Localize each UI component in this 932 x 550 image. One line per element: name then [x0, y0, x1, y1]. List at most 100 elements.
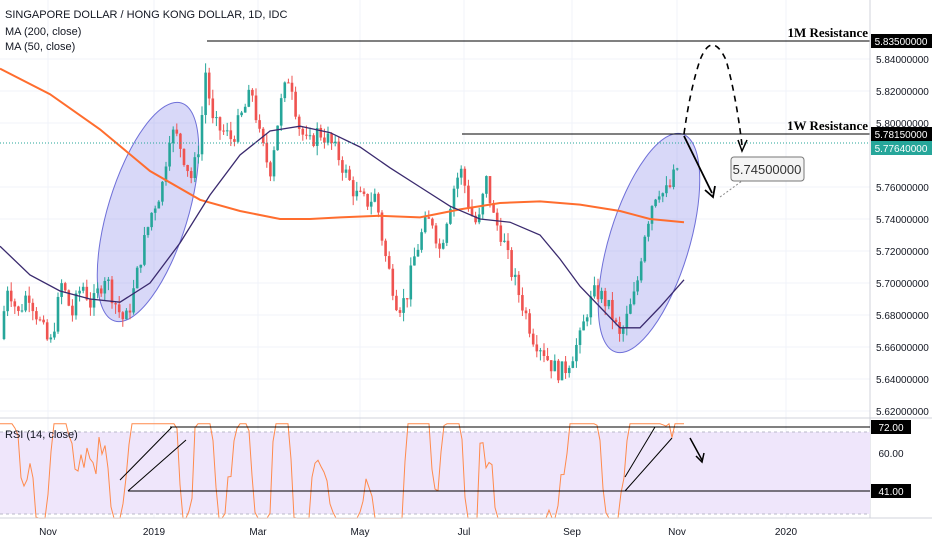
- candle-body: [449, 208, 452, 224]
- candle-body: [229, 130, 233, 140]
- candle-body: [103, 280, 107, 294]
- candle-body: [344, 169, 348, 173]
- candle-body: [236, 115, 240, 142]
- candle-body: [60, 283, 63, 297]
- candle-body: [20, 310, 24, 312]
- chart-title: SINGAPORE DOLLAR / HONG KONG DOLLAR, 1D,…: [5, 9, 287, 21]
- candle-body: [92, 293, 96, 308]
- y-tick-label: 5.82000000: [876, 87, 929, 98]
- candle-body: [582, 321, 585, 331]
- candle-body: [359, 190, 362, 192]
- candle-body: [387, 256, 391, 269]
- x-tick-label: May: [351, 527, 370, 538]
- projection-curve[interactable]: [683, 44, 743, 146]
- candle-body: [13, 301, 17, 307]
- resistance-1w-label: 1W Resistance: [787, 118, 868, 133]
- candle-body: [495, 212, 499, 226]
- candle-body: [78, 290, 81, 294]
- rsi-trend-2b[interactable]: [624, 437, 673, 492]
- rsi-trend-1b[interactable]: [127, 439, 187, 492]
- candle-body: [629, 304, 632, 314]
- rsi-band: [0, 432, 870, 514]
- target-box[interactable]: [730, 156, 805, 182]
- badge-last: [871, 141, 932, 155]
- candle-body: [456, 177, 459, 189]
- candle-body: [179, 133, 182, 149]
- rsi-title: RSI (14, close): [5, 429, 78, 441]
- candle-body: [488, 176, 492, 204]
- candle-body: [409, 265, 413, 300]
- candle-body: [125, 310, 128, 320]
- time-axis[interactable]: Nov 2019 Mar May Jul Sep Nov 2020: [39, 527, 797, 538]
- candle-body: [222, 130, 225, 132]
- rsi-badge-72: [871, 420, 911, 434]
- candle-body: [668, 185, 672, 187]
- candle-body: [337, 141, 341, 161]
- candle-body: [139, 264, 143, 268]
- candle-body: [539, 350, 542, 352]
- candle-body: [2, 311, 6, 339]
- candle-body: [607, 299, 611, 307]
- candle-body: [524, 310, 528, 314]
- candle-body: [485, 176, 488, 194]
- candle-body: [593, 285, 596, 297]
- candle-body: [459, 168, 463, 178]
- ma200-line: [0, 67, 685, 224]
- candle-body: [611, 299, 614, 320]
- candle-body: [204, 72, 207, 116]
- rsi-trend-2a[interactable]: [624, 426, 656, 478]
- candle-body: [513, 274, 517, 278]
- candle-body: [168, 143, 171, 167]
- badge-1m-text: 5.83500000: [875, 37, 928, 48]
- candle-body: [463, 168, 467, 186]
- candle-body: [510, 250, 513, 278]
- projection-curve-arrowhead: [737, 139, 748, 153]
- candle-body: [467, 185, 470, 208]
- rsi-down-arrow[interactable]: [689, 437, 703, 461]
- candle-body: [272, 150, 276, 177]
- ma50-line: [0, 125, 685, 329]
- candle-body: [197, 154, 200, 158]
- y-tick-label: 5.84000000: [876, 55, 929, 66]
- candle-body: [632, 291, 636, 305]
- candle-body: [225, 130, 229, 132]
- rsi-down-arrowhead: [695, 452, 705, 464]
- candle-body: [542, 350, 546, 356]
- x-tick-label: Jul: [458, 527, 471, 538]
- candle-body: [135, 267, 139, 289]
- x-tick-label: Nov: [39, 527, 57, 538]
- candle-body: [315, 127, 319, 146]
- candle-body: [377, 193, 380, 213]
- candle-body: [427, 217, 431, 219]
- y-tick-label: 5.74000000: [876, 215, 929, 226]
- candle-body: [96, 288, 99, 294]
- rsi-trend-1a[interactable]: [119, 426, 173, 481]
- candle-body: [643, 236, 647, 262]
- y-tick-label: 5.76000000: [876, 183, 929, 194]
- candle-body: [384, 240, 387, 257]
- x-tick-label: 2020: [775, 527, 798, 538]
- candle-body: [373, 193, 377, 202]
- candle-body: [269, 162, 272, 177]
- down-arrow[interactable]: [683, 135, 713, 194]
- highlight-ellipse-1[interactable]: [76, 91, 219, 332]
- candle-body: [355, 190, 359, 197]
- candle-body: [647, 223, 650, 237]
- candle-body: [218, 117, 222, 131]
- candle-body: [114, 303, 117, 305]
- candle-body: [247, 89, 251, 107]
- rsi-badge-72-text: 72.00: [878, 423, 903, 434]
- candle-body: [665, 185, 668, 194]
- candle-body: [416, 249, 420, 257]
- x-tick-label: Nov: [668, 527, 686, 538]
- candle-body: [121, 312, 125, 320]
- candle-body: [326, 133, 330, 143]
- highlight-ellipse-2[interactable]: [577, 122, 720, 363]
- candle-body: [305, 134, 308, 136]
- candle-body: [571, 361, 575, 368]
- candle-body: [132, 288, 135, 313]
- price-axis[interactable]: 5.84000000 5.82000000 5.80000000 5.76000000…: [876, 55, 929, 418]
- target-value: 5.74500000: [733, 162, 802, 177]
- candle-body: [470, 207, 474, 216]
